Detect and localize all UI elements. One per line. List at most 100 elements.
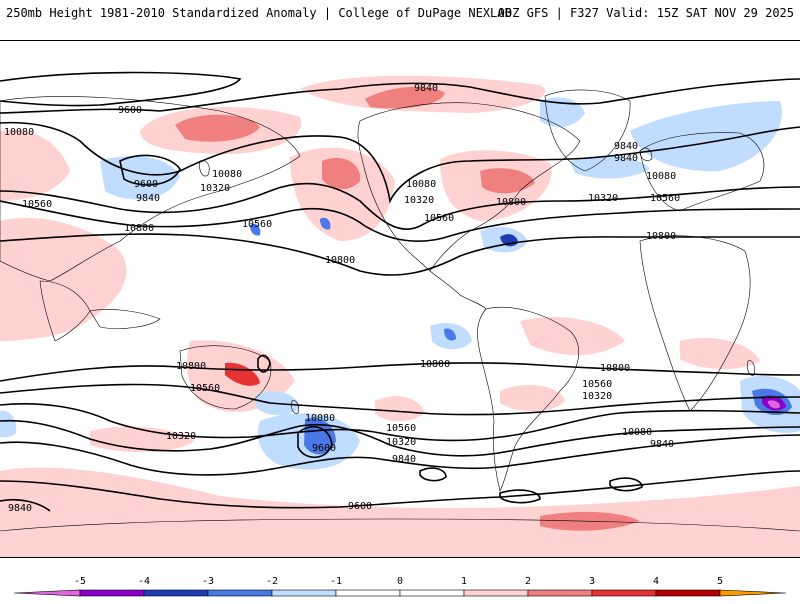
contour-9840-low (119, 154, 181, 186)
colorbar-swatch (271, 589, 337, 597)
contour-antarctic-small-3 (609, 477, 643, 492)
contour-label: 10800 (124, 223, 154, 234)
contour-label: 10800 (420, 359, 450, 370)
colorbar-swatch (591, 589, 657, 597)
contour-label: 9600 (118, 105, 142, 116)
contour-label: 9600 (134, 179, 158, 190)
contour-labels: 9840 9600 10080 9600 9840 10080 10320 10… (4, 83, 680, 514)
contour-9600-south (0, 470, 800, 509)
japan-outline (199, 160, 210, 177)
contour-label: 10800 (176, 361, 206, 372)
antarctica-outline (0, 518, 800, 532)
height-contours (0, 71, 800, 512)
contour-10080-south (0, 419, 800, 457)
contour-10080-north (0, 121, 800, 204)
colorbar-swatch (207, 589, 273, 597)
contour-9840-south (0, 434, 800, 476)
contour-label: 10560 (190, 383, 220, 394)
colorbar-ticks: -5 -4 -3 -2 -1 0 1 2 3 4 5 (74, 576, 723, 587)
colorbar-tick-label: -5 (74, 576, 86, 587)
asia-outline (0, 96, 301, 282)
coastlines (0, 89, 800, 532)
contour-label: 9840 (8, 503, 32, 514)
model-run-valid-time: 00Z GFS | F327 Valid: 15Z SAT NOV 29 202… (497, 6, 794, 20)
colorbar-tick-label: 1 (461, 576, 467, 587)
colorbar-svg: -5 -4 -3 -2 -1 0 1 2 3 4 5 (13, 576, 787, 597)
contour-10800-south (0, 362, 800, 382)
contour-10560 (0, 200, 800, 242)
contour-9600-arctic (0, 71, 242, 107)
contour-label: 10320 (588, 193, 618, 204)
contour-label: 10800 (600, 363, 630, 374)
contour-label: 9840 (136, 193, 160, 204)
contour-9840-antarctic-west (0, 498, 51, 512)
anomaly-colorbar: -5 -4 -3 -2 -1 0 1 2 3 4 5 (0, 568, 800, 600)
contour-10320 (0, 182, 800, 230)
colorbar-tick-label: 2 (525, 576, 531, 587)
contour-label: 10800 (325, 255, 355, 266)
colorbar-swatch (463, 589, 529, 597)
contour-label: 10320 (200, 183, 230, 194)
europe-outline (639, 132, 765, 212)
india-outline (39, 280, 91, 342)
contour-label: 9840 (614, 153, 638, 164)
contour-label: 9600 (312, 443, 336, 454)
map-canvas: 9840 9600 10080 9600 9840 10080 10320 10… (0, 41, 800, 557)
contour-label: 10560 (582, 379, 612, 390)
colorbar-swatch (527, 589, 593, 597)
positive-anomaly-shading (0, 75, 800, 557)
contour-9840-north (0, 78, 800, 114)
contour-label: 9840 (392, 454, 416, 465)
colorbar-swatch (399, 589, 465, 597)
contour-label: 10080 (622, 427, 652, 438)
contour-label: 10560 (242, 219, 272, 230)
contour-antarctic-small-1 (419, 467, 447, 482)
contour-label: 10320 (166, 431, 196, 442)
contour-label: 10800 (646, 231, 676, 242)
anomaly-map: 9840 9600 10080 9600 9840 10080 10320 10… (0, 40, 800, 558)
colorbar-tick-label: 4 (653, 576, 659, 587)
uk-outline (639, 147, 653, 161)
south-america-outline (477, 306, 579, 492)
australia-outline (179, 345, 272, 410)
contour-10560-south (0, 383, 800, 416)
new-zealand-outline (291, 400, 299, 414)
colorbar-swatch-max-arrow (719, 589, 787, 597)
contour-label: 10080 (4, 127, 34, 138)
colorbar-swatch (655, 589, 721, 597)
contour-label: 9840 (614, 141, 638, 152)
contour-10320-south (0, 402, 800, 442)
indonesia-outline (89, 309, 161, 329)
contour-9600-closed-low (297, 425, 333, 459)
contour-label: 10560 (386, 423, 416, 434)
contour-label: 10560 (424, 213, 454, 224)
africa-outline (639, 235, 751, 412)
contour-label: 10320 (404, 195, 434, 206)
contour-label: 10320 (582, 391, 612, 402)
colorbar-tick-label: -3 (202, 576, 214, 587)
colorbar-tick-label: -1 (330, 576, 342, 587)
colorbar-tick-label: 0 (397, 576, 403, 587)
colorbar-tick-label: -4 (138, 576, 150, 587)
contour-label: 9840 (650, 439, 674, 450)
contour-label: 10320 (386, 437, 416, 448)
map-title: 250mb Height 1981-2010 Standardized Anom… (6, 6, 512, 20)
central-america-outline (429, 270, 487, 310)
colorbar-swatch (79, 589, 145, 597)
negative-anomaly-shading (0, 97, 800, 470)
greenland-outline (544, 89, 631, 172)
contour-label: 10560 (22, 199, 52, 210)
colorbar-swatch (335, 589, 401, 597)
colorbar-swatches (13, 589, 787, 597)
contour-label: 10800 (496, 197, 526, 208)
contour-label: 9840 (414, 83, 438, 94)
colorbar-tick-label: 3 (589, 576, 595, 587)
contour-label: 9600 (348, 501, 372, 512)
contour-10800-north (0, 233, 800, 276)
contour-antarctic-small-2 (499, 489, 541, 504)
colorbar-swatch (143, 589, 209, 597)
colorbar-swatch-min-arrow (13, 589, 81, 597)
contour-label: 10080 (212, 169, 242, 180)
contour-label: 10560 (650, 193, 680, 204)
north-america-outline (357, 102, 581, 272)
